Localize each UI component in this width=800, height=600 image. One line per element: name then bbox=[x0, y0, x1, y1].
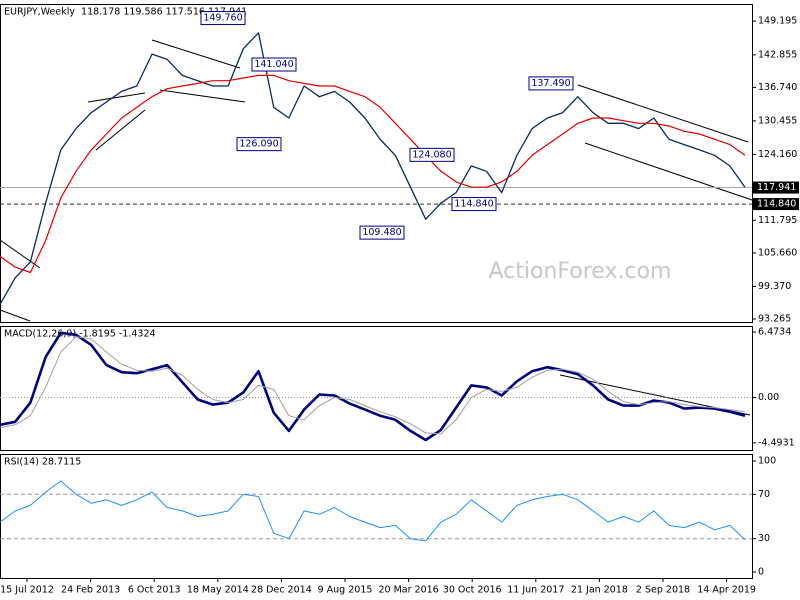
annotation-label: 149.760 bbox=[203, 13, 242, 24]
y-tick-label: 105.660 bbox=[758, 247, 797, 258]
level-label: 114.840 bbox=[757, 199, 796, 210]
series-line bbox=[0, 32, 746, 305]
annotation-label: 124.080 bbox=[412, 149, 451, 160]
panel-title: EURJPY,Weekly 118.178 119.586 117.516 11… bbox=[4, 7, 247, 18]
trendline bbox=[95, 109, 146, 151]
y-tick-label: 124.160 bbox=[758, 149, 797, 160]
y-tick-label: 0.00 bbox=[758, 392, 779, 403]
price-panel bbox=[0, 4, 753, 323]
level-label-box bbox=[753, 181, 799, 194]
x-tick-label: 20 Mar 2016 bbox=[378, 585, 438, 596]
trendline bbox=[577, 84, 749, 143]
trendline bbox=[151, 39, 241, 69]
series-line bbox=[0, 336, 746, 435]
rsi-panel bbox=[0, 454, 753, 579]
x-tick-label: 6 Oct 2013 bbox=[128, 585, 181, 596]
panel-title: MACD(12,26,9) -1.8195 -1.4324 bbox=[4, 329, 156, 340]
y-tick-label: 70 bbox=[758, 489, 770, 500]
annotation-label: 126.090 bbox=[239, 139, 278, 150]
trendline bbox=[87, 92, 146, 103]
annotation-label: 114.840 bbox=[454, 199, 493, 210]
x-tick-label: 18 May 2014 bbox=[187, 585, 249, 596]
annotation-label: 141.040 bbox=[254, 59, 293, 70]
level-label-box bbox=[753, 198, 799, 211]
annotation-box bbox=[451, 197, 497, 212]
y-tick-label: 111.795 bbox=[758, 215, 797, 226]
series-line bbox=[0, 331, 746, 442]
y-tick-label: 0 bbox=[758, 567, 764, 578]
annotation-box bbox=[359, 225, 405, 240]
level-label: 117.941 bbox=[757, 182, 796, 193]
x-tick-label: 9 Aug 2015 bbox=[318, 585, 373, 596]
y-tick-label: -4.4931 bbox=[758, 437, 795, 448]
annotation-label: 109.480 bbox=[362, 227, 401, 238]
y-tick-label: 30 bbox=[758, 533, 770, 544]
annotation-label: 137.490 bbox=[531, 78, 570, 89]
y-tick-label: 149.195 bbox=[758, 16, 797, 27]
trendline bbox=[584, 142, 753, 201]
y-tick-label: 142.855 bbox=[758, 49, 797, 60]
trendline bbox=[0, 239, 41, 269]
series-line bbox=[0, 480, 746, 542]
x-tick-label: 28 Dec 2014 bbox=[251, 585, 312, 596]
annotation-box bbox=[251, 57, 297, 72]
trendline bbox=[0, 309, 31, 322]
x-tick-label: 15 Jul 2012 bbox=[0, 585, 54, 596]
y-tick-label: 130.455 bbox=[758, 115, 797, 126]
y-tick-label: 99.370 bbox=[758, 281, 791, 292]
annotation-box bbox=[409, 147, 455, 162]
x-tick-label: 24 Feb 2013 bbox=[61, 585, 120, 596]
macd-panel bbox=[0, 326, 753, 451]
series-line bbox=[0, 74, 746, 274]
x-tick-label: 11 Jun 2017 bbox=[507, 585, 564, 596]
annotation-box bbox=[236, 137, 282, 152]
y-tick-label: 100 bbox=[758, 455, 776, 466]
y-tick-label: 136.740 bbox=[758, 82, 797, 93]
x-tick-label: 30 Oct 2016 bbox=[443, 585, 502, 596]
x-tick-label: 14 Apr 2019 bbox=[697, 585, 756, 596]
y-tick-label: 6.4734 bbox=[758, 327, 791, 338]
y-tick-label: 93.265 bbox=[758, 313, 791, 324]
trendline bbox=[159, 89, 246, 103]
panel-title: RSI(14) 28.7115 bbox=[4, 457, 81, 468]
x-tick-label: 2 Sep 2018 bbox=[636, 585, 690, 596]
annotation-box bbox=[528, 76, 574, 91]
watermark: ActionForex.com bbox=[489, 259, 672, 284]
x-tick-label: 21 Jan 2018 bbox=[571, 585, 628, 596]
annotation-box bbox=[200, 11, 246, 26]
